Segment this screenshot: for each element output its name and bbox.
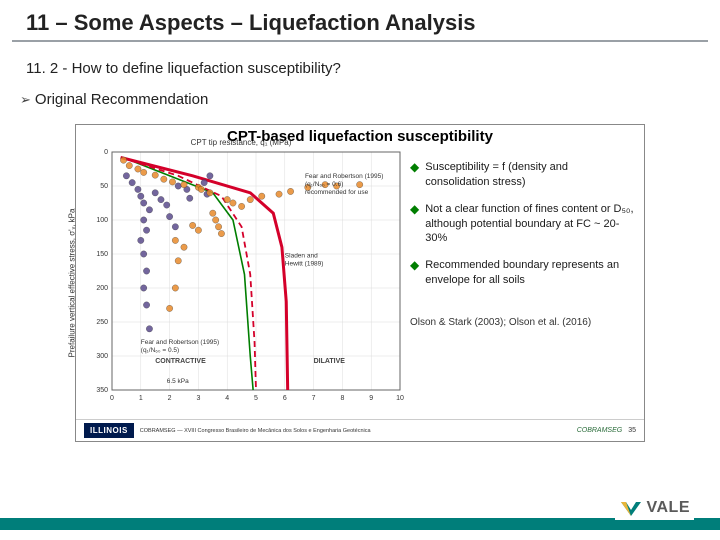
svg-text:2: 2 [168, 395, 172, 402]
svg-text:4: 4 [225, 395, 229, 402]
legend-item: ◆Susceptibility = f (density and consoli… [410, 160, 634, 190]
slide-number: 35 [628, 427, 636, 434]
legend-item: ◆Not a clear function of fines content o… [410, 202, 634, 247]
svg-text:350: 350 [96, 387, 108, 394]
x-axis-label: CPT tip resistance, q₁ (MPa) [191, 138, 292, 147]
svg-text:8: 8 [340, 395, 344, 402]
svg-text:200: 200 [96, 285, 108, 292]
figure-title: CPT-based liquefaction susceptibility [76, 125, 644, 148]
svg-text:(q₁/N₆₀ = 0.5): (q₁/N₆₀ = 0.5) [141, 347, 179, 354]
svg-text:150: 150 [96, 251, 108, 258]
svg-text:6.5 kPa: 6.5 kPa [167, 378, 189, 385]
diamond-icon: ◆ [410, 202, 419, 247]
figure-panel: CPT-based liquefaction susceptibility CP… [75, 124, 645, 442]
legend-item: ◆Recommended boundary represents an enve… [410, 258, 634, 288]
y-axis-label: Prefailure vertical effective stress, σ'… [68, 209, 77, 358]
svg-text:5: 5 [254, 395, 258, 402]
slide-footer: VALE [0, 492, 720, 540]
svg-text:(q₁/N₆₀ = 0.6): (q₁/N₆₀ = 0.6) [305, 181, 343, 188]
chevron-icon: ➢ [20, 92, 31, 108]
vale-logo: VALE [615, 496, 694, 520]
svg-text:7: 7 [312, 395, 316, 402]
svg-text:10: 10 [396, 395, 404, 402]
svg-text:50: 50 [100, 183, 108, 190]
svg-text:recommended for use: recommended for use [305, 189, 369, 196]
svg-text:CONTRACTIVE: CONTRACTIVE [155, 358, 206, 365]
svg-text:250: 250 [96, 319, 108, 326]
svg-text:6: 6 [283, 395, 287, 402]
svg-text:300: 300 [96, 353, 108, 360]
citation: Olson & Stark (2003); Olson et al. (2016… [410, 316, 634, 330]
svg-text:100: 100 [96, 217, 108, 224]
svg-text:Sladen and: Sladen and [285, 252, 318, 259]
vale-wordmark: VALE [647, 499, 690, 517]
slide-title: 11 – Some Aspects – Liquefaction Analysi… [12, 0, 708, 42]
svg-text:0: 0 [110, 395, 114, 402]
illinois-badge: ILLINOIS [84, 423, 134, 438]
svg-text:1: 1 [139, 395, 143, 402]
svg-text:3: 3 [196, 395, 200, 402]
bullet-row: ➢ Original Recommendation [0, 81, 720, 116]
legend-panel: ◆Susceptibility = f (density and consoli… [406, 148, 644, 418]
chart-area: CPT tip resistance, q₁ (MPa) Prefailure … [76, 148, 406, 418]
diamond-icon: ◆ [410, 258, 419, 288]
svg-text:9: 9 [369, 395, 373, 402]
diamond-icon: ◆ [410, 160, 419, 190]
footer-text: COBRAMSEG — XVIII Congresso Brasileiro d… [134, 428, 577, 434]
svg-text:0: 0 [104, 149, 108, 156]
figure-footer: ILLINOIS COBRAMSEG — XVIII Congresso Bra… [76, 419, 644, 441]
vale-icon [619, 498, 643, 518]
teal-bar [0, 518, 720, 530]
cobramseg-label: COBRAMSEG [577, 427, 623, 434]
svg-text:Fear and Robertson (1995): Fear and Robertson (1995) [141, 339, 219, 346]
svg-text:Fear and Robertson (1995): Fear and Robertson (1995) [305, 173, 383, 180]
bullet-text: Original Recommendation [35, 91, 208, 108]
section-subhead: 11. 2 - How to define liquefaction susce… [0, 42, 720, 81]
scatter-chart: 012345678910050100150200250300350CONTRAC… [76, 148, 406, 410]
svg-text:Hewitt (1989): Hewitt (1989) [285, 260, 324, 267]
svg-text:DILATIVE: DILATIVE [314, 358, 346, 365]
